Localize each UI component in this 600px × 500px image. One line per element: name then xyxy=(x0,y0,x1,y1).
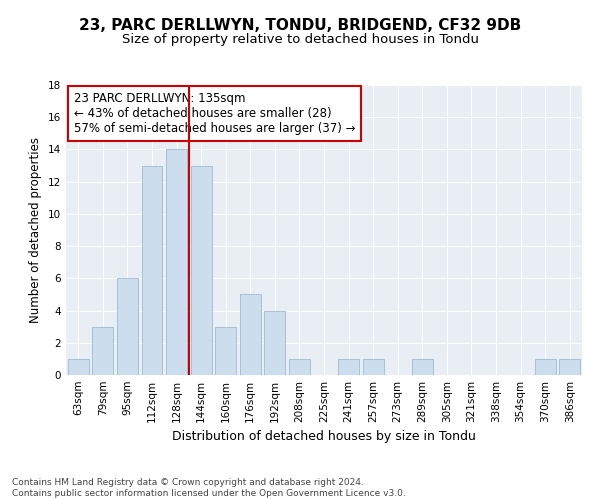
Bar xyxy=(92,326,113,375)
Bar xyxy=(117,278,138,375)
Bar xyxy=(265,310,286,375)
Bar xyxy=(559,359,580,375)
Text: 23 PARC DERLLWYN: 135sqm
← 43% of detached houses are smaller (28)
57% of semi-d: 23 PARC DERLLWYN: 135sqm ← 43% of detach… xyxy=(74,92,355,135)
Bar xyxy=(215,326,236,375)
Bar xyxy=(338,359,359,375)
Bar xyxy=(289,359,310,375)
Bar xyxy=(535,359,556,375)
Y-axis label: Number of detached properties: Number of detached properties xyxy=(29,137,43,323)
Bar xyxy=(68,359,89,375)
Bar xyxy=(240,294,261,375)
Bar xyxy=(142,166,163,375)
Text: 23, PARC DERLLWYN, TONDU, BRIDGEND, CF32 9DB: 23, PARC DERLLWYN, TONDU, BRIDGEND, CF32… xyxy=(79,18,521,32)
Bar xyxy=(412,359,433,375)
X-axis label: Distribution of detached houses by size in Tondu: Distribution of detached houses by size … xyxy=(172,430,476,444)
Text: Size of property relative to detached houses in Tondu: Size of property relative to detached ho… xyxy=(121,32,479,46)
Bar xyxy=(166,150,187,375)
Bar xyxy=(191,166,212,375)
Text: Contains HM Land Registry data © Crown copyright and database right 2024.
Contai: Contains HM Land Registry data © Crown c… xyxy=(12,478,406,498)
Bar xyxy=(362,359,383,375)
